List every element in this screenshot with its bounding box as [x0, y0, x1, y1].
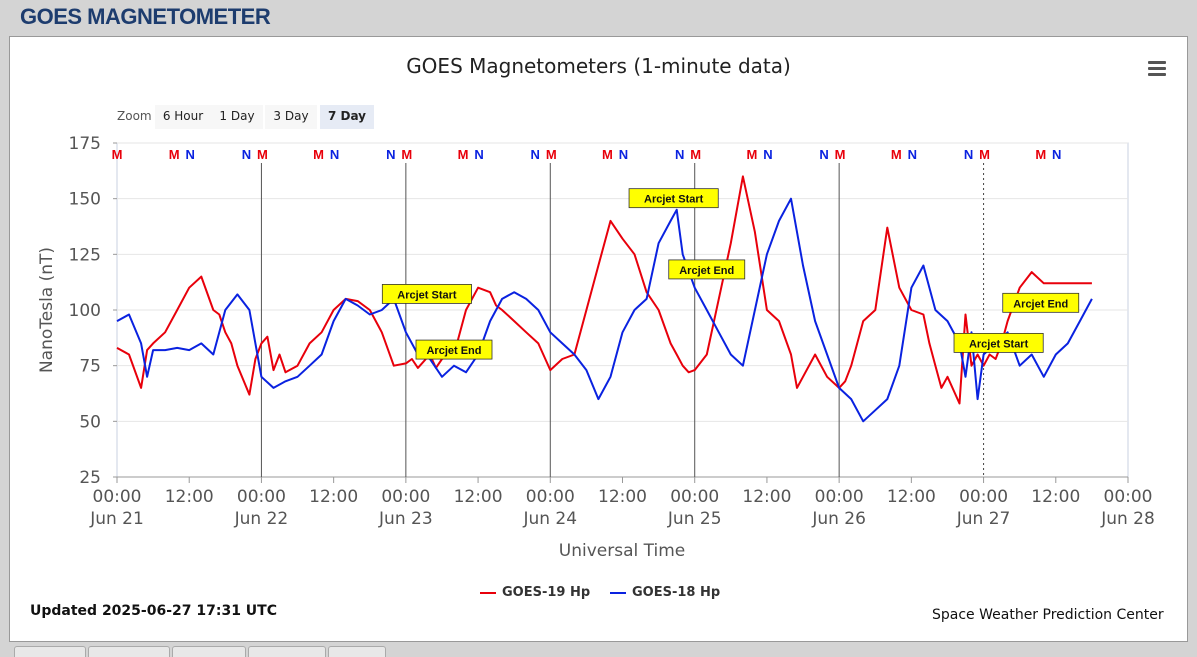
arcjet-annotation-box: [415, 339, 493, 360]
x-tick-time: 12:00: [309, 487, 358, 507]
x-tick-time: 00:00: [959, 487, 1008, 507]
arcjet-annotation-label: Arcjet Start: [397, 289, 457, 301]
series-line-goes19: [116, 175, 1092, 405]
x-tick-date: Jun 21: [89, 509, 144, 529]
mn-marker-m: M: [313, 147, 324, 162]
x-tick-time: 00:00: [1104, 487, 1153, 507]
y-tick-label: 25: [79, 468, 101, 488]
x-tick-time: 12:00: [598, 487, 647, 507]
arcjet-annotation-label: Arcjet Start: [644, 194, 704, 206]
legend-goes19-swatch: [480, 591, 496, 594]
mn-marker-n: N: [185, 147, 194, 162]
x-tick-time: 00:00: [670, 487, 719, 507]
mn-marker-m: M: [169, 147, 180, 162]
mn-marker-m: M: [1035, 147, 1046, 162]
y-tick-label: 175: [69, 134, 101, 154]
zoom-3day-button[interactable]: 3 Day: [265, 105, 317, 129]
legend-goes18-label: GOES-18 Hp: [632, 585, 721, 600]
mn-marker-n: N: [819, 147, 828, 162]
arcjet-annotation-label: Arcjet Start: [969, 338, 1029, 350]
x-tick-time: 12:00: [454, 487, 503, 507]
mn-marker-n: N: [675, 147, 684, 162]
series-line-goes18: [116, 197, 1093, 423]
page-title: GOES MAGNETOMETER: [20, 4, 271, 29]
mn-marker-m: M: [401, 147, 412, 162]
zoom-1day-button[interactable]: 1 Day: [211, 105, 263, 129]
x-tick-date: Jun 27: [956, 509, 1011, 529]
mn-marker-n: N: [386, 147, 395, 162]
mn-marker-n: N: [242, 147, 251, 162]
mn-marker-m: M: [602, 147, 613, 162]
x-tick-date: Jun 25: [667, 509, 722, 529]
y-tick-label: 100: [69, 301, 101, 321]
mn-marker-m: M: [891, 147, 902, 162]
mn-marker-n: N: [1052, 147, 1061, 162]
x-tick-time: 12:00: [742, 487, 791, 507]
y-tick-label: 125: [69, 245, 101, 265]
y-tick-label: 75: [79, 357, 101, 377]
legend-goes19[interactable]: GOES-19 Hp: [480, 585, 590, 600]
mn-marker-m: M: [690, 147, 701, 162]
x-tick-time: 00:00: [815, 487, 864, 507]
x-tick-time: 00:00: [381, 487, 430, 507]
mn-marker-n: N: [964, 147, 973, 162]
y-tick-label: 50: [79, 412, 101, 432]
legend-goes18[interactable]: GOES-18 Hp: [610, 585, 720, 600]
arcjet-annotation-box: [668, 259, 746, 280]
x-tick-date: Jun 26: [811, 509, 866, 529]
x-tick-time: 00:00: [237, 487, 286, 507]
x-tick-date: Jun 24: [522, 509, 577, 529]
x-tick-time: 12:00: [887, 487, 936, 507]
mn-marker-m: M: [746, 147, 757, 162]
x-tick-time: 00:00: [526, 487, 575, 507]
mn-marker-m: M: [835, 147, 846, 162]
mn-marker-n: N: [531, 147, 540, 162]
arcjet-annotation-box: [1002, 292, 1080, 313]
arcjet-annotation-box: [953, 332, 1044, 353]
mn-marker-n: N: [908, 147, 917, 162]
x-tick-time: 12:00: [165, 487, 214, 507]
x-tick-date: Jun 22: [234, 509, 289, 529]
arcjet-annotation-box: [381, 284, 472, 304]
mn-marker-n: N: [474, 147, 483, 162]
mn-marker-n: N: [763, 147, 772, 162]
x-tick-date: Jun 28: [1100, 509, 1155, 529]
legend-goes18-swatch: [610, 591, 626, 594]
chart-title: GOES Magnetometers (1-minute data): [406, 54, 791, 78]
mn-marker-m: M: [546, 147, 557, 162]
arcjet-annotation-label: Arcjet End: [426, 345, 481, 357]
arcjet-annotation-label: Arcjet End: [679, 265, 734, 277]
x-tick-time: 12:00: [1031, 487, 1080, 507]
x-axis-label: Universal Time: [559, 541, 685, 561]
arcjet-annotation-box: [628, 188, 719, 209]
zoom-label: Zoom: [117, 109, 152, 123]
mn-marker-m: M: [257, 147, 268, 162]
zoom-6hour-button[interactable]: 6 Hour: [155, 105, 211, 129]
updated-timestamp: Updated 2025-06-27 17:31 UTC: [30, 603, 277, 619]
mn-marker-n: N: [330, 147, 339, 162]
legend-goes19-label: GOES-19 Hp: [502, 585, 591, 600]
mn-marker-m: M: [979, 147, 990, 162]
x-tick-time: 00:00: [93, 487, 142, 507]
x-tick-date: Jun 23: [378, 509, 433, 529]
credit-text: Space Weather Prediction Center: [932, 607, 1164, 623]
arcjet-annotation-label: Arcjet End: [1013, 298, 1068, 310]
zoom-7day-button[interactable]: 7 Day: [320, 105, 374, 129]
mn-marker-m: M: [458, 147, 469, 162]
y-tick-label: 150: [69, 190, 101, 210]
mn-marker-n: N: [619, 147, 628, 162]
mn-marker-m: M: [112, 147, 123, 162]
y-axis-label: NanoTesla (nT): [37, 247, 57, 373]
hamburger-menu-icon[interactable]: [1148, 61, 1166, 77]
